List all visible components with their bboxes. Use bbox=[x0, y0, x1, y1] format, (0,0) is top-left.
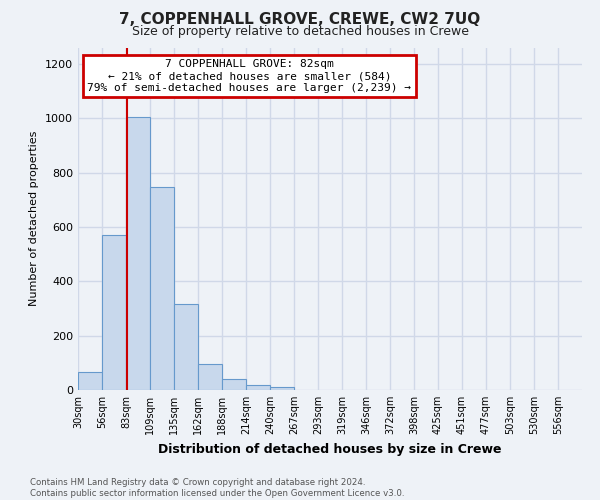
Bar bbox=[126, 117, 150, 390]
Bar bbox=[102, 235, 126, 390]
Text: 7, COPPENHALL GROVE, CREWE, CW2 7UQ: 7, COPPENHALL GROVE, CREWE, CW2 7UQ bbox=[119, 12, 481, 28]
Bar bbox=[150, 188, 174, 390]
Text: Contains HM Land Registry data © Crown copyright and database right 2024.
Contai: Contains HM Land Registry data © Crown c… bbox=[30, 478, 404, 498]
Y-axis label: Number of detached properties: Number of detached properties bbox=[29, 131, 40, 306]
Bar bbox=[246, 384, 270, 390]
Bar bbox=[270, 386, 294, 390]
Text: 7 COPPENHALL GROVE: 82sqm
← 21% of detached houses are smaller (584)
79% of semi: 7 COPPENHALL GROVE: 82sqm ← 21% of detac… bbox=[88, 60, 412, 92]
Text: Size of property relative to detached houses in Crewe: Size of property relative to detached ho… bbox=[131, 25, 469, 38]
X-axis label: Distribution of detached houses by size in Crewe: Distribution of detached houses by size … bbox=[158, 442, 502, 456]
Bar bbox=[78, 372, 102, 390]
Bar bbox=[198, 364, 222, 390]
Bar bbox=[222, 378, 246, 390]
Bar bbox=[174, 304, 198, 390]
